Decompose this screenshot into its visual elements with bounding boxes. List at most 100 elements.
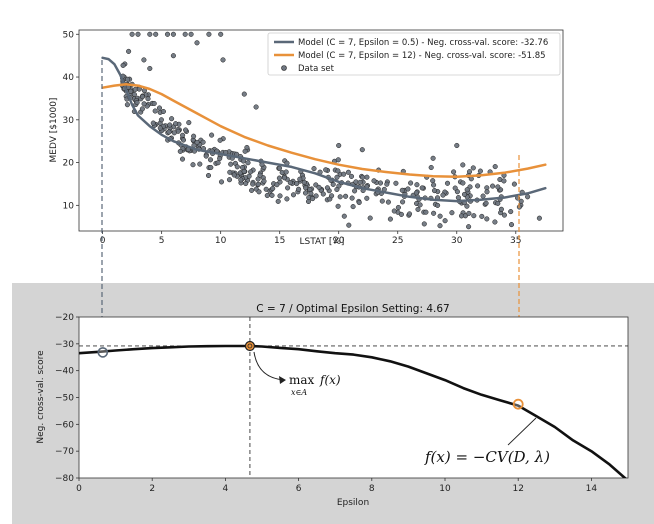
data-point	[371, 178, 377, 184]
data-point	[449, 210, 455, 216]
data-point	[139, 94, 146, 100]
data-point	[384, 181, 390, 187]
data-point	[437, 213, 443, 219]
data-point	[190, 162, 196, 168]
data-point	[501, 212, 507, 218]
data-point	[353, 179, 359, 185]
data-point	[234, 164, 240, 170]
data-point	[186, 120, 192, 126]
data-point	[437, 223, 443, 229]
data-point	[167, 122, 173, 128]
data-point	[480, 193, 486, 199]
data-point	[471, 213, 477, 219]
bottom-plot-area	[78, 316, 629, 479]
data-point	[379, 198, 385, 204]
data-point	[452, 185, 458, 191]
data-point	[399, 187, 405, 193]
data-point	[197, 161, 203, 167]
data-point	[290, 192, 297, 198]
data-point	[461, 191, 468, 197]
data-point	[460, 162, 466, 168]
data-point	[307, 186, 313, 193]
bottom-y-tick-label: −20	[55, 313, 74, 323]
data-point	[245, 160, 251, 166]
data-point	[200, 139, 206, 145]
data-point	[125, 76, 131, 82]
data-point	[226, 177, 233, 183]
data-point	[483, 200, 489, 206]
data-point	[164, 31, 171, 37]
data-point	[464, 203, 470, 209]
data-point	[238, 177, 244, 183]
data-point	[160, 108, 166, 115]
cv-score-curve	[79, 344, 627, 478]
data-point	[250, 181, 256, 187]
data-point	[284, 196, 290, 202]
bottom-x-tick-label: 12	[512, 484, 523, 494]
data-point	[417, 202, 423, 208]
data-point	[387, 216, 393, 222]
data-point	[323, 167, 329, 173]
data-point	[248, 169, 254, 175]
data-point	[183, 127, 189, 133]
data-point	[242, 148, 248, 154]
data-point	[170, 53, 176, 59]
legend-label-model-a: Model (C = 7, Epsilon = 0.5) - Neg. cros…	[298, 38, 548, 48]
data-point	[400, 199, 406, 205]
top-x-tick-label: 0	[100, 236, 106, 246]
data-point	[367, 215, 373, 221]
data-point	[377, 180, 384, 186]
data-point	[470, 165, 476, 171]
legend-label-data-set: Data set	[298, 64, 335, 74]
data-point	[129, 31, 135, 37]
data-point	[124, 102, 130, 108]
bottom-y-tick-label: −30	[55, 340, 74, 350]
data-point	[277, 193, 283, 199]
top-x-ticks: 0 5 10 15 20 25 30 35	[100, 231, 522, 246]
data-point	[391, 208, 397, 214]
cv-markers	[97, 340, 524, 410]
data-point	[228, 161, 234, 167]
data-point	[261, 178, 267, 184]
top-model-lines	[101, 56, 547, 203]
data-point	[421, 221, 427, 227]
marker-epsilon-small	[97, 347, 109, 358]
data-point	[431, 182, 437, 188]
data-point	[442, 218, 448, 224]
data-point	[484, 189, 490, 195]
data-point	[249, 187, 255, 193]
data-point	[135, 31, 141, 37]
data-point	[511, 181, 517, 187]
data-point	[430, 155, 436, 161]
data-point	[256, 189, 262, 195]
top-y-tick-label: 50	[63, 30, 75, 40]
data-point	[151, 100, 157, 107]
data-point	[335, 157, 341, 163]
data-point	[408, 180, 414, 186]
data-point	[492, 164, 498, 170]
data-point	[451, 169, 457, 175]
bottom-cv-chart: C = 7 / Optimal Epsilon Setting: 4.67 0 2…	[36, 303, 629, 508]
data-point	[296, 186, 302, 192]
data-point	[220, 57, 226, 63]
data-point	[495, 200, 501, 206]
data-point	[208, 164, 214, 171]
data-point	[385, 199, 391, 205]
data-point	[302, 190, 309, 196]
data-point	[454, 189, 460, 195]
top-y-tick-label: 20	[63, 159, 75, 169]
data-point	[495, 184, 501, 190]
top-y-axis-label: MEDV [$1000]	[49, 98, 59, 163]
data-point	[243, 180, 249, 187]
data-point	[217, 137, 223, 143]
data-point	[276, 165, 283, 171]
data-point	[141, 101, 147, 107]
data-point	[466, 210, 472, 216]
data-point	[518, 198, 524, 204]
max-label-subscript: x∈A	[291, 388, 307, 397]
data-point	[536, 215, 542, 221]
data-point	[395, 204, 401, 211]
data-point	[350, 204, 356, 210]
data-point	[490, 183, 496, 189]
data-point	[157, 125, 163, 131]
